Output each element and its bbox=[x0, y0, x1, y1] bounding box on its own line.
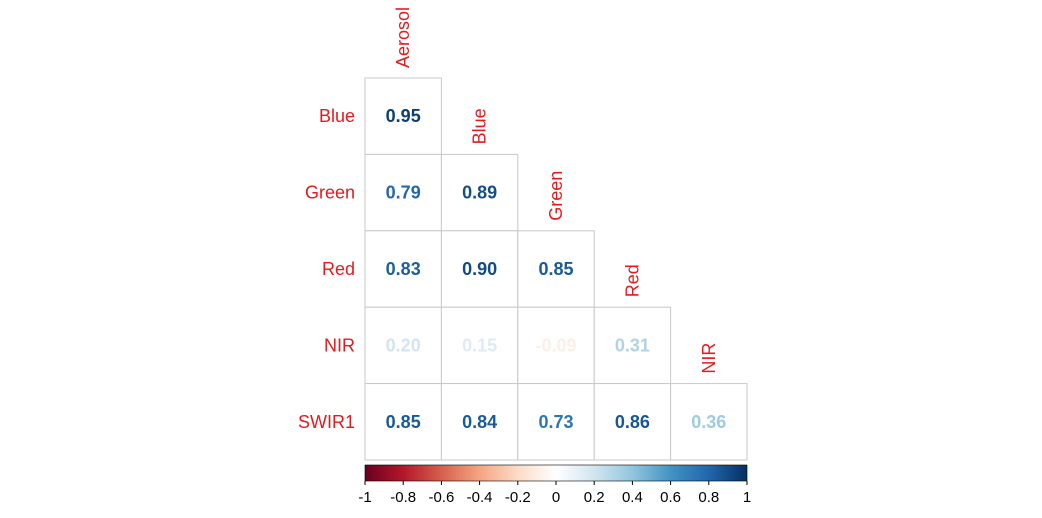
row-label: Red bbox=[322, 259, 355, 279]
row-labels: Blue Green Red NIR SWIR1 bbox=[298, 106, 355, 432]
cell-value-label: 0.73 bbox=[538, 412, 573, 432]
matrix-cell bbox=[517, 230, 595, 308]
matrix-cell bbox=[440, 383, 519, 461]
matrix-cell bbox=[517, 383, 595, 461]
column-labels: Aerosol Blue Green Red NIR bbox=[393, 7, 719, 374]
matrix-cell bbox=[364, 77, 442, 155]
column-label: Red bbox=[622, 264, 642, 297]
cell-value-label: 0.83 bbox=[386, 259, 421, 279]
matrix-cell bbox=[364, 230, 442, 308]
matrix-cells: 0.95 0.79 0.89 0.83 0.90 0.85 0.20 0.15 -0.09 0.3… bbox=[364, 77, 748, 461]
cell-value-label: 0.89 bbox=[462, 183, 497, 203]
cell-value-label: 0.85 bbox=[538, 259, 573, 279]
colorbar-tick-label: 1 bbox=[743, 489, 751, 506]
row-label: Green bbox=[305, 183, 355, 203]
column-label: Blue bbox=[470, 108, 490, 144]
matrix-cell bbox=[440, 153, 519, 232]
matrix-cell bbox=[364, 153, 442, 232]
colorbar-tick-label: 0.4 bbox=[622, 489, 643, 506]
column-label: NIR bbox=[699, 343, 719, 374]
cell-value-label: 0.36 bbox=[691, 412, 726, 432]
cell-value-label: 0.86 bbox=[615, 412, 650, 432]
matrix-cell bbox=[593, 306, 672, 385]
colorbar-tick-label: -0.8 bbox=[390, 489, 416, 506]
matrix-cell bbox=[593, 383, 672, 461]
row-label: Blue bbox=[319, 106, 355, 126]
colorbar-tick-label: -1 bbox=[358, 489, 371, 506]
cell-value-label: 0.31 bbox=[615, 335, 650, 355]
matrix-cell bbox=[440, 306, 519, 385]
column-label: Aerosol bbox=[393, 7, 413, 68]
cell-value-label: 0.85 bbox=[386, 412, 421, 432]
cell-value-label: 0.15 bbox=[462, 335, 497, 355]
cell-value-label: 0.95 bbox=[386, 106, 421, 126]
row-label: NIR bbox=[324, 335, 355, 355]
colorbar-tick-label: -0.4 bbox=[467, 489, 493, 506]
row-label: SWIR1 bbox=[298, 412, 355, 432]
colorbar-tick-label: 0.8 bbox=[698, 489, 719, 506]
cell-value-label: 0.79 bbox=[386, 183, 421, 203]
cell-value-label: 0.20 bbox=[386, 335, 421, 355]
cell-value-label: -0.09 bbox=[535, 335, 576, 355]
colorbar: -1 -0.8 -0.6 -0.4 -0.2 0 0.2 0.4 0.6 0.8 1 bbox=[358, 464, 751, 506]
matrix-cell bbox=[440, 230, 519, 308]
colorbar-tick-label: 0.2 bbox=[584, 489, 605, 506]
column-label: Green bbox=[546, 171, 566, 221]
cell-value-label: 0.84 bbox=[462, 412, 497, 432]
colorbar-gradient bbox=[364, 464, 748, 482]
colorbar-tick-label: 0.6 bbox=[660, 489, 681, 506]
cell-value-label: 0.90 bbox=[462, 259, 497, 279]
colorbar-tick-label: 0 bbox=[552, 489, 560, 506]
colorbar-tick-label: -0.6 bbox=[428, 489, 454, 506]
colorbar-tick-label: -0.2 bbox=[505, 489, 531, 506]
matrix-cell bbox=[670, 383, 748, 461]
